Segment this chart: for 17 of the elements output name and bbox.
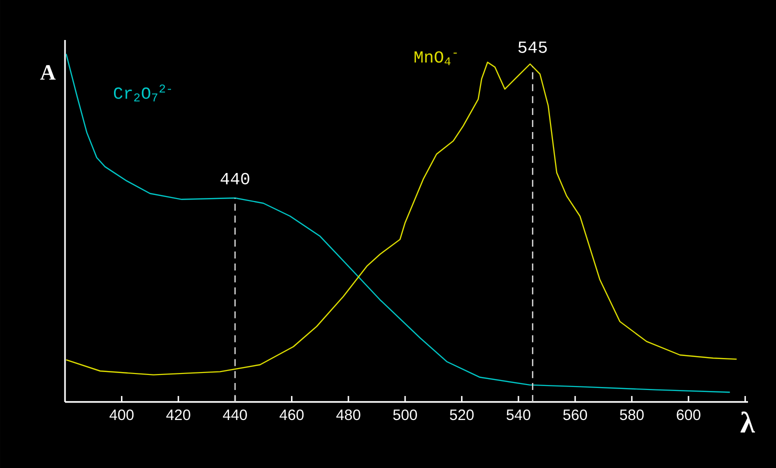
x-tick-label: 520	[450, 410, 474, 420]
ref-line-label: 545	[518, 42, 547, 53]
series-label: MnO$_{4}$-	[414, 51, 457, 66]
x-tick-label: 460	[280, 410, 304, 420]
x-axis-title: λ	[740, 411, 755, 433]
x-tick-label: 440	[222, 410, 247, 420]
x-tick-label: 540	[506, 410, 530, 420]
x-tick-label: 420	[166, 410, 190, 420]
x-tick-label: 400	[110, 410, 134, 420]
x-tick-label: 480	[336, 410, 360, 420]
x-tick-label: 600	[676, 410, 700, 420]
ref-line-label: 440	[220, 172, 250, 184]
x-tick-label: 560	[563, 410, 588, 420]
x-tick-label: 580	[620, 410, 644, 420]
x-tick-label: 500	[393, 410, 417, 420]
text: Cr$_{2}$O$_{7}$2-	[114, 84, 172, 102]
y-axis-title: A	[40, 65, 56, 80]
